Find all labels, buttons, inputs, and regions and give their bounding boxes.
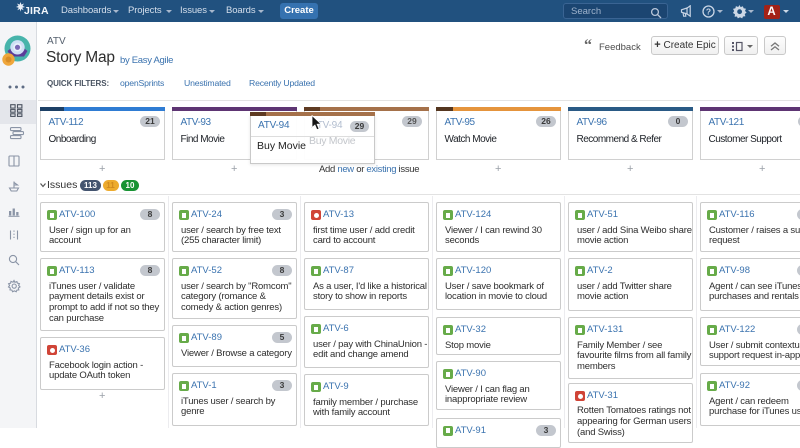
svg-text:?: ? [706,6,711,16]
